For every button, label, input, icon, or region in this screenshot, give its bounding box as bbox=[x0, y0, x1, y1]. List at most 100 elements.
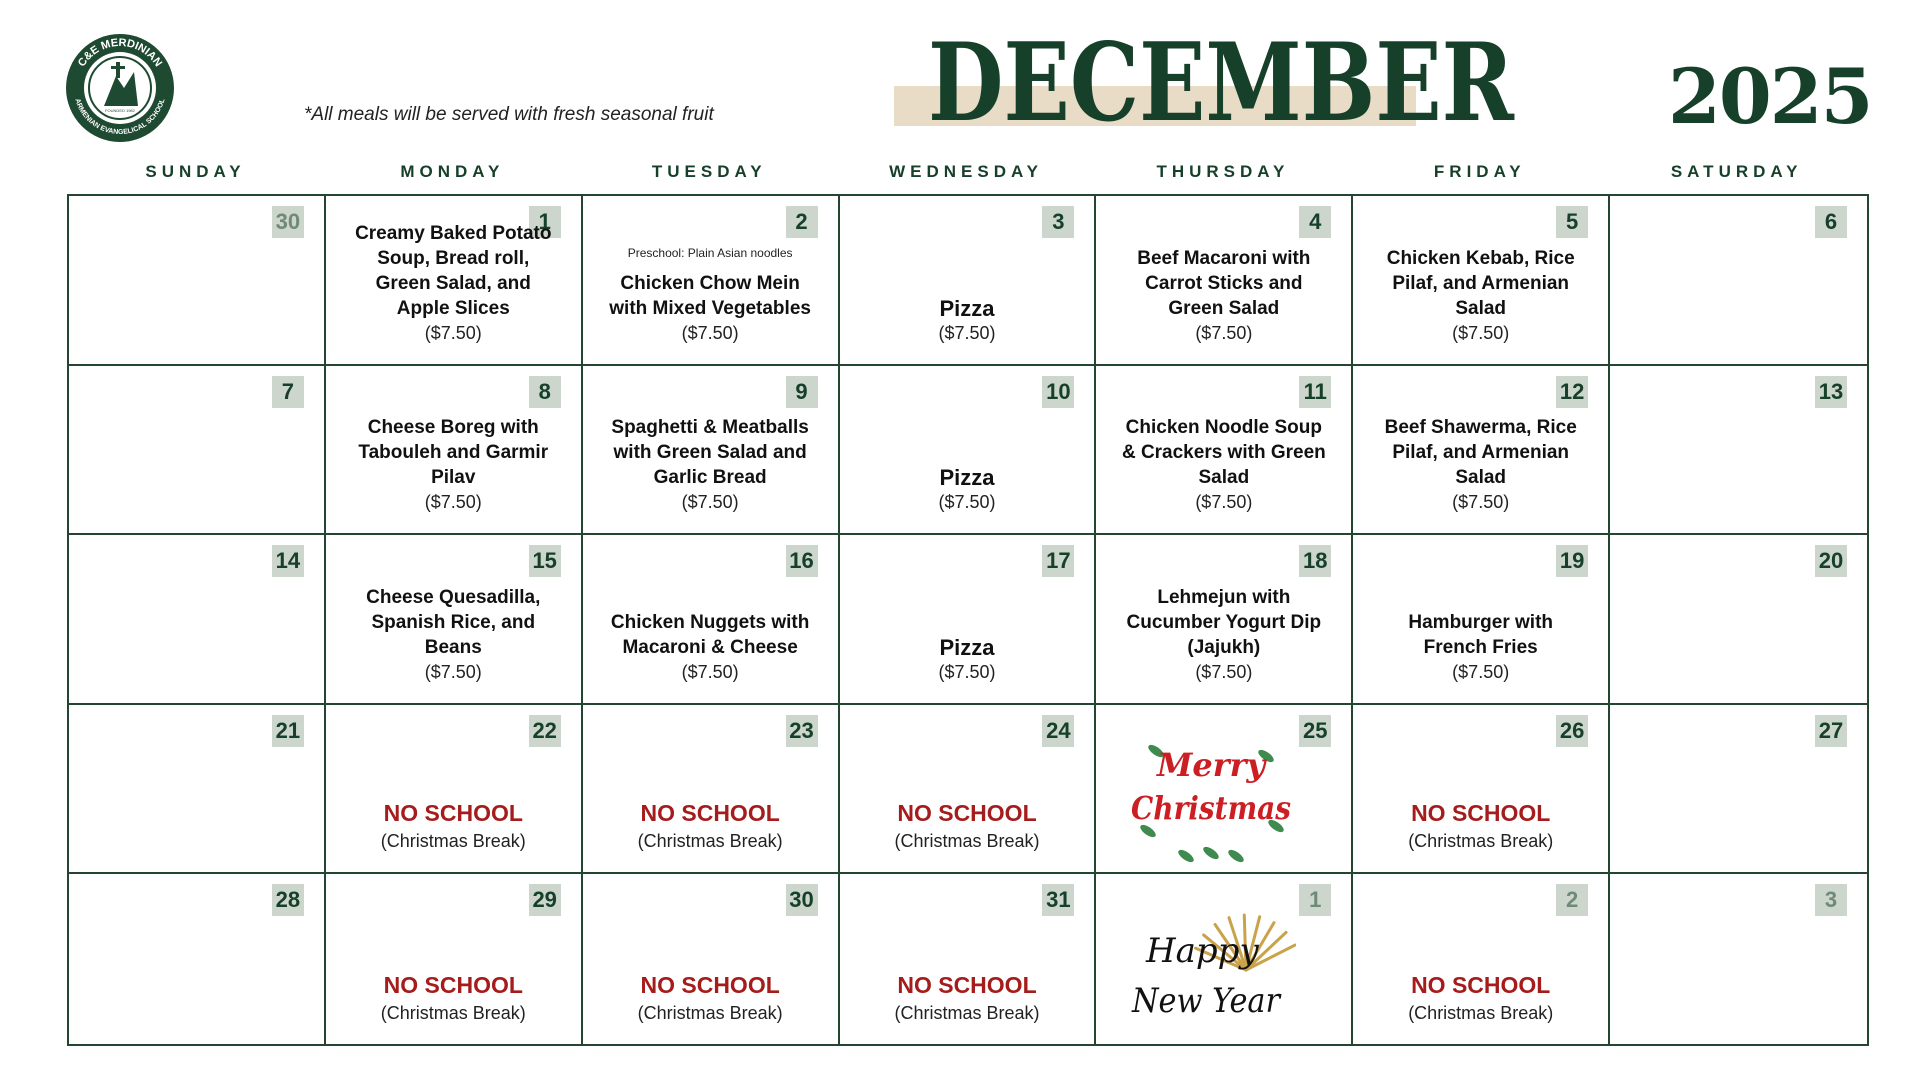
day-number: 31 bbox=[1042, 884, 1075, 917]
greeting-art: Merry Christmas bbox=[1131, 744, 1291, 862]
day-number: 30 bbox=[271, 206, 304, 238]
no-school: NO SCHOOL bbox=[1411, 800, 1551, 827]
cell-content: NO SCHOOL (Christmas Break) bbox=[338, 755, 569, 855]
day-cell: 1 Happy New Year bbox=[1096, 874, 1354, 1044]
day-cell: 15 Cheese Quesadilla, Spanish Rice, and B… bbox=[325, 535, 583, 705]
day-cell: 3 Pizza ($7.50) bbox=[839, 196, 1097, 366]
weekday: TUESDAY bbox=[651, 162, 767, 181]
cell-content: Spaghetti & Meatballs with Green Salad a… bbox=[595, 416, 826, 516]
no-school: NO SCHOOL bbox=[897, 971, 1037, 998]
reason: (Christmas Break) bbox=[894, 831, 1040, 852]
day-cell: 2 Preschool: Plain Asian noodles Chicken C… bbox=[582, 196, 840, 366]
reason: (Christmas Break) bbox=[894, 1002, 1040, 1023]
meal: Lehmejun with Cucumber Yogurt Dip (Jajuk… bbox=[1126, 586, 1322, 658]
day-number: 26 bbox=[1556, 714, 1589, 747]
day-number: 10 bbox=[1042, 375, 1075, 408]
day-cell: 29 NO SCHOOL (Christmas Break) bbox=[326, 874, 583, 1044]
logo-founded: FOUNDED 1982 bbox=[105, 108, 136, 113]
day-cell: 2 NO SCHOOL (Christmas Break) bbox=[1353, 874, 1611, 1044]
reason: (Christmas Break) bbox=[380, 1002, 526, 1023]
day-cell: 30 bbox=[69, 196, 326, 366]
day-cell: 6 bbox=[1610, 196, 1867, 366]
price: ($7.50) bbox=[1452, 322, 1510, 343]
price: ($7.50) bbox=[681, 492, 739, 513]
weekday: THURSDAY bbox=[1156, 162, 1290, 181]
no-school: NO SCHOOL bbox=[640, 800, 780, 827]
day-number: 11 bbox=[1299, 375, 1332, 408]
cell-content: Pizza ($7.50) bbox=[852, 246, 1083, 346]
greeting-art: Happy New Year bbox=[1132, 913, 1297, 1021]
day-number: 8 bbox=[528, 375, 561, 408]
month-title: DECEMBER bbox=[894, 20, 1515, 140]
note: *All meals will be served with fresh sea… bbox=[304, 104, 714, 125]
cell-content: Chicken Noodle Soup & Crackers with Gree… bbox=[1108, 416, 1339, 516]
day-cell: 13 bbox=[1610, 366, 1867, 536]
meal: Spaghetti & Meatballs with Green Salad a… bbox=[611, 417, 809, 489]
meal: Chicken Kebab, Rice Pilaf, and Armenian … bbox=[1386, 247, 1575, 319]
day-number: 23 bbox=[785, 714, 818, 747]
day-number: 29 bbox=[528, 884, 561, 917]
day-number: 13 bbox=[1814, 375, 1847, 408]
meal: Cheese Quesadilla, Spanish Rice, and Bea… bbox=[366, 586, 541, 658]
leaf bbox=[1228, 849, 1245, 862]
day-number: 16 bbox=[785, 545, 818, 578]
title-highlight bbox=[894, 86, 1416, 126]
leaf bbox=[1268, 819, 1285, 832]
day-cell: 18 Lehmejun with Cucumber Yogurt Dip (Jaj… bbox=[1096, 535, 1354, 705]
day-number: 20 bbox=[1814, 545, 1847, 578]
day-number: 1 bbox=[528, 206, 561, 238]
firework-ray bbox=[1244, 931, 1289, 972]
price: ($7.50) bbox=[424, 492, 482, 513]
price: ($7.50) bbox=[1452, 661, 1510, 682]
day-cell: 31 NO SCHOOL (Christmas Break) bbox=[840, 874, 1097, 1044]
cell-content: Hamburger with French Fries ($7.50) bbox=[1365, 585, 1596, 685]
day-number: 6 bbox=[1814, 206, 1847, 238]
cell-content: NO SCHOOL (Christmas Break) bbox=[595, 755, 826, 855]
day-number: 18 bbox=[1299, 545, 1332, 578]
no-school: NO SCHOOL bbox=[1411, 971, 1551, 998]
meal: Chicken Chow Mein with Mixed Vegetables bbox=[609, 272, 811, 319]
day-number: 3 bbox=[1042, 206, 1075, 238]
day-cell: 20 bbox=[1610, 535, 1867, 705]
firework-ray bbox=[1243, 913, 1248, 972]
day-cell: 16 Chicken Nuggets with Macaroni & Cheese… bbox=[582, 535, 840, 705]
cell-content: Creamy Baked Potato Soup, Bread roll, Gr… bbox=[338, 223, 569, 346]
cell-content: NO SCHOOL (Christmas Break) bbox=[852, 924, 1083, 1026]
cell-content: Cheese Boreg with Tabouleh and Garmir Pi… bbox=[338, 416, 569, 516]
weekday: FRIDAY bbox=[1433, 162, 1526, 181]
price: ($7.50) bbox=[1195, 661, 1253, 682]
day-cell: 5 Chicken Kebab, Rice Pilaf, and Armenian… bbox=[1353, 196, 1611, 366]
firework-ray bbox=[1244, 915, 1262, 972]
day-cell: 8 Cheese Boreg with Tabouleh and Garmir P… bbox=[325, 365, 583, 536]
no-school: NO SCHOOL bbox=[640, 971, 780, 998]
day-number: 2 bbox=[785, 206, 818, 238]
price: ($7.50) bbox=[424, 322, 482, 343]
cell-content: Cheese Quesadilla, Spanish Rice, and Bea… bbox=[338, 585, 569, 685]
cell-content: Chicken Nuggets with Macaroni & Cheese ($… bbox=[595, 585, 826, 685]
day-cell: 7 bbox=[69, 365, 326, 536]
day-number: 14 bbox=[271, 545, 304, 578]
preschool-note: Preschool: Plain Asian noodles bbox=[627, 246, 793, 260]
meal: Beef Shawerma, Rice Pilaf, and Armenian … bbox=[1384, 417, 1577, 489]
price: ($7.50) bbox=[938, 322, 996, 343]
price: ($7.50) bbox=[938, 492, 996, 513]
greeting-line: Happy bbox=[1145, 931, 1259, 971]
meal: Pizza bbox=[939, 465, 995, 491]
no-school: NO SCHOOL bbox=[383, 800, 523, 827]
leaf bbox=[1140, 824, 1157, 837]
day-cell: 21 bbox=[69, 704, 326, 875]
leaf bbox=[1258, 749, 1275, 762]
price: ($7.50) bbox=[1195, 322, 1253, 343]
day-cell: 4 Beef Macaroni with Carrot Sticks and Gr… bbox=[1096, 196, 1354, 366]
day-cell: 10 Pizza ($7.50) bbox=[839, 365, 1097, 536]
day-number: 9 bbox=[785, 375, 818, 408]
day-number: 1 bbox=[1299, 884, 1332, 917]
cell-content: NO SCHOOL (Christmas Break) bbox=[852, 755, 1083, 855]
cell-content: NO SCHOOL (Christmas Break) bbox=[1365, 924, 1596, 1026]
price: ($7.50) bbox=[681, 661, 739, 682]
meal: Pizza bbox=[939, 295, 995, 321]
price: ($7.50) bbox=[1195, 492, 1253, 513]
cell-content: Pizza ($7.50) bbox=[852, 416, 1083, 516]
day-cell: 14 bbox=[69, 535, 326, 705]
